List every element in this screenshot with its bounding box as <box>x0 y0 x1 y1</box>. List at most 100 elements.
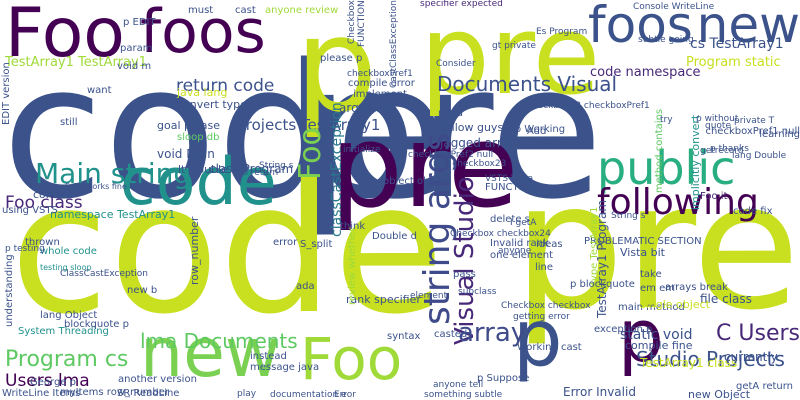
cloud-word: play <box>237 390 256 399</box>
cloud-word: ClassCastException <box>60 270 148 279</box>
cloud-word: element <box>410 292 447 301</box>
cloud-word: VSTS Vista <box>485 175 533 184</box>
cloud-word: anyone <box>498 247 531 256</box>
cloud-word: George p <box>30 378 76 388</box>
cloud-word: goal please <box>157 120 220 131</box>
cloud-word: C Users <box>716 323 800 345</box>
cloud-word: Es Program <box>536 28 587 37</box>
cloud-word: compile error <box>348 79 415 89</box>
cloud-word: whole code <box>40 247 97 257</box>
cloud-word: java lang <box>177 87 227 98</box>
cloud-word: void m <box>117 62 151 72</box>
cloud-word: S_split <box>300 240 332 250</box>
cloud-word: PROBLEMATIC SECTION <box>584 237 702 247</box>
cloud-word: classCastException <box>330 102 344 237</box>
cloud-word: pass <box>453 270 476 280</box>
cloud-word: checkboxPref1 <box>347 70 413 79</box>
cloud-word: EDIT version <box>2 62 12 125</box>
cloud-word: p EDIT <box>123 18 156 28</box>
cloud-word: private T <box>734 117 774 126</box>
cloud-word: object object <box>383 177 448 187</box>
cloud-word: try <box>660 116 673 125</box>
cloud-word: getting error <box>513 313 570 322</box>
cloud-word: Checkbox checkbox24 <box>450 230 551 239</box>
cloud-word: single object <box>640 299 710 310</box>
cloud-word: void Main <box>157 148 215 160</box>
cloud-word: code fix <box>733 207 773 217</box>
cloud-word: something subtle <box>424 391 502 400</box>
cloud-word: using VSTS <box>2 206 58 216</box>
cloud-word: Working cast <box>517 343 582 353</box>
cloud-word: lt Double <box>178 164 228 175</box>
cloud-word: casted <box>434 330 467 340</box>
cloud-word: fellow guys <box>441 122 503 133</box>
cloud-word: ada <box>296 282 315 292</box>
cloud-word: p Suppose <box>477 374 529 384</box>
cloud-word: sloop db <box>177 133 219 143</box>
cloud-word: p testing <box>5 245 45 254</box>
cloud-word: syntax <box>387 332 420 342</box>
cloud-word: S SR works fine <box>65 183 127 191</box>
cloud-word: Console WriteLine <box>633 3 714 12</box>
cloud-word: blockquote p <box>64 320 129 330</box>
cloud-word: another version <box>118 375 197 385</box>
cloud-word: initialize <box>343 146 381 155</box>
cloud-word: Vista bit <box>620 247 665 258</box>
cloud-word: getA return <box>736 382 793 392</box>
cloud-word: take <box>640 270 662 280</box>
cloud-word: param <box>120 44 152 54</box>
cloud-word: I getA <box>510 219 536 228</box>
cloud-word: review whether <box>348 228 358 305</box>
cloud-word: need <box>438 109 463 119</box>
cloud-word: still <box>60 118 77 128</box>
cloud-word: must <box>188 6 213 16</box>
cloud-word: compile fine <box>625 340 693 351</box>
cloud-word: Checkbox <box>348 0 357 44</box>
cloud-word: exception p <box>594 325 652 335</box>
cloud-word: cs TestArray1 <box>690 37 784 51</box>
cloud-word: p thanks <box>710 145 749 154</box>
cloud-word: array <box>458 320 526 346</box>
cloud-word: WriteLine Items <box>2 389 80 399</box>
cloud-word: currently <box>724 351 778 363</box>
cloud-word: Foo it <box>700 192 728 202</box>
cloud-word: message java <box>250 363 319 373</box>
cloud-word: TestArray1 class <box>640 357 737 369</box>
cloud-word: line <box>535 263 553 273</box>
cloud-word: subclass <box>458 288 496 297</box>
cloud-word: understanding <box>5 254 15 327</box>
cloud-word: convert type <box>177 99 247 110</box>
cloud-word: lang Object <box>40 311 97 321</box>
cloud-word: please p <box>320 54 362 64</box>
cloud-word: args Foo <box>339 102 390 114</box>
cloud-word: Checkbox checkbox <box>501 302 590 311</box>
cloud-word: String s <box>259 162 293 171</box>
cloud-word: Error <box>334 391 356 400</box>
cloud-word: FUNCTION <box>358 0 367 47</box>
cloud-word: Program static <box>686 56 781 69</box>
cloud-word: specifier expected <box>420 0 503 9</box>
cloud-word: Consider <box>436 60 476 69</box>
cloud-word: new b <box>127 286 157 296</box>
cloud-word: lma Documents <box>140 331 298 351</box>
cloud-word: Foo <box>296 127 326 180</box>
cloud-word: anyone tell <box>433 381 483 390</box>
cloud-word: Add <box>527 127 546 137</box>
cloud-word: jagged array <box>440 137 516 149</box>
cloud-word: em em <box>640 284 675 294</box>
cloud-word: FUNCTION <box>485 183 537 193</box>
cloud-word: Program cs <box>5 349 128 371</box>
cloud-word: subtle going <box>638 36 694 45</box>
cloud-word: checkbox23 checkboxPref1 <box>527 102 650 111</box>
cloud-word: instead <box>250 352 287 362</box>
cloud-word: namespace TestArray1 <box>50 209 175 220</box>
cloud-word: p without <box>696 115 738 124</box>
cloud-word: anyone review <box>265 6 338 16</box>
cloud-word: type TestArray1 <box>590 206 600 285</box>
cloud-word: Double d <box>372 232 417 242</box>
cloud-word: cast <box>235 6 256 16</box>
cloud-word: implement <box>353 90 407 100</box>
cloud-word: null checkbox23 <box>433 160 506 169</box>
cloud-word: implicitly convert <box>690 115 701 210</box>
